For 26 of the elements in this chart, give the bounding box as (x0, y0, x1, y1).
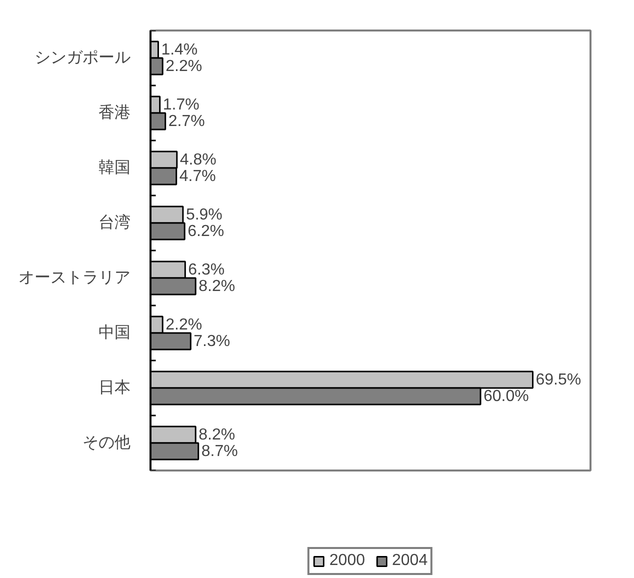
data-label: 7.3% (194, 332, 230, 350)
legend-label: 2000 (329, 552, 365, 570)
data-label: 2.2% (166, 316, 202, 334)
data-label: 5.9% (186, 206, 222, 224)
data-label: 2.2% (166, 58, 202, 75)
data-label: 8.7% (201, 442, 238, 460)
data-label: 2.7% (168, 112, 205, 130)
y-tick-label: 中国 (98, 324, 130, 342)
y-tick-label: 日本 (98, 378, 130, 396)
data-label: 6.3% (188, 261, 225, 278)
data-label: 1.4% (161, 41, 198, 58)
y-tick-label: 韓国 (98, 158, 130, 176)
data-label: 8.2% (198, 278, 236, 295)
legend-label: 2004 (392, 552, 428, 570)
data-label: 4.7% (179, 168, 216, 185)
data-label: 8.2% (198, 426, 236, 444)
y-tick-label: その他 (82, 434, 130, 452)
y-tick-label: 台湾 (98, 214, 130, 232)
data-label: 4.8% (180, 151, 216, 168)
y-tick-label: オーストラリア (18, 270, 130, 286)
data-label: 60.0% (484, 388, 529, 405)
data-label: 69.5% (536, 371, 582, 388)
y-tick-label: シンガポール (34, 50, 130, 66)
data-label: 1.7% (162, 96, 200, 114)
y-tick-label: 香港 (98, 104, 130, 122)
data-label: 6.2% (188, 222, 224, 240)
